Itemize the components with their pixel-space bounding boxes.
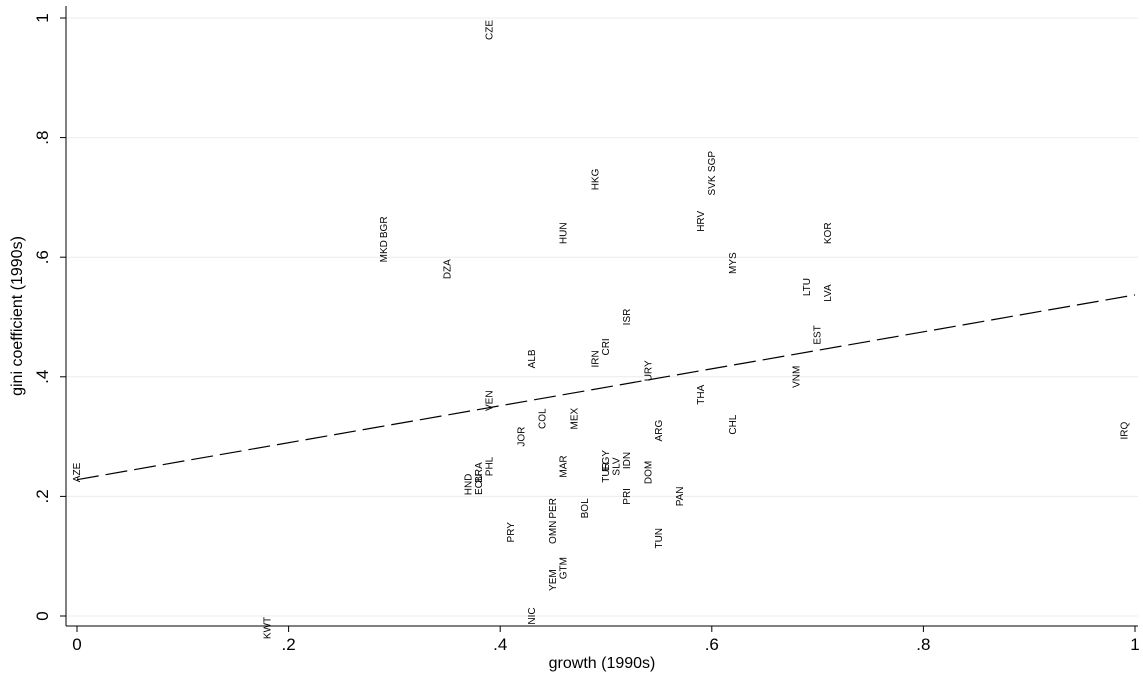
point-label: MEX	[569, 407, 580, 429]
point-label: TUN	[654, 528, 665, 549]
point-label: MYS	[728, 252, 739, 274]
point-label: IRN	[590, 350, 601, 367]
point-label: MKD	[379, 240, 390, 262]
point-label: NIC	[527, 607, 538, 624]
point-label: SGP	[707, 151, 718, 172]
point-label: PER	[548, 498, 559, 519]
point-label: URY	[643, 360, 654, 381]
y-axis-title: gini coefficient (1990s)	[9, 236, 26, 396]
point-label: IRQ	[1119, 422, 1130, 440]
point-label: EGY	[601, 450, 612, 471]
fit-line	[76, 294, 1136, 481]
y-tick-label: 0	[33, 611, 52, 620]
point-label: HUN	[559, 222, 570, 244]
point-label: HND	[463, 474, 474, 496]
point-label: PRY	[506, 522, 517, 543]
point-label: ECU	[474, 474, 485, 495]
data-points: CZE SGP HKG SVK BGR HRV HUN KOR MKD MYS DZA LTU LVA I…	[72, 20, 1130, 639]
point-label: AZE	[72, 462, 83, 482]
x-tick-label: .8	[916, 635, 930, 654]
point-label: ALB	[527, 349, 538, 368]
x-tick-label: .4	[493, 635, 507, 654]
point-label: CZE	[485, 20, 496, 40]
x-tick-label: .6	[705, 635, 719, 654]
y-tick-label: .6	[33, 250, 52, 264]
point-label: BRA	[474, 462, 485, 483]
point-label: EST	[813, 325, 824, 344]
axes	[65, 6, 1138, 627]
point-label: TUR	[601, 462, 612, 483]
y-tick-label: .4	[33, 370, 52, 384]
x-tick-label: 1	[1130, 635, 1139, 654]
fit-line-group	[76, 294, 1136, 481]
point-label: CRI	[601, 338, 612, 355]
point-label: DOM	[643, 461, 654, 484]
y-tick-label: .8	[33, 131, 52, 145]
point-label: ISR	[622, 309, 633, 326]
y-axis-ticks: 0 .2 .4 .6 .8 1	[33, 13, 66, 621]
x-tick-label: 0	[72, 635, 81, 654]
point-label: ARG	[654, 420, 665, 442]
point-label: COL	[538, 408, 549, 429]
point-label: CHL	[728, 414, 739, 434]
point-label: KOR	[823, 222, 834, 244]
point-label: JOR	[516, 427, 527, 447]
point-label: BGR	[379, 216, 390, 238]
point-label: SVK	[707, 175, 718, 195]
point-label: OMN	[548, 521, 559, 544]
point-label: VEN	[485, 390, 496, 411]
point-label: VNM	[791, 366, 802, 388]
point-label: IDN	[622, 452, 633, 469]
point-label: HKG	[590, 168, 601, 190]
point-label: KWT	[262, 617, 273, 639]
point-label: PAN	[675, 486, 686, 506]
point-label: HRV	[696, 211, 707, 232]
point-label: BOL	[580, 498, 591, 518]
y-tick-label: .2	[33, 489, 52, 503]
point-label: PHL	[485, 456, 496, 476]
point-label: DZA	[442, 259, 453, 279]
x-axis-title: growth (1990s)	[549, 655, 656, 672]
y-tick-label: 1	[33, 13, 52, 22]
gridlines	[66, 17, 1138, 617]
point-label: THA	[696, 384, 707, 404]
x-tick-label: .2	[282, 635, 296, 654]
point-label: LVA	[823, 284, 834, 302]
point-label: MAR	[559, 455, 570, 477]
point-label: GTM	[559, 557, 570, 579]
point-label: YEM	[548, 569, 559, 591]
x-axis-ticks: 0 .2 .4 .6 .8 1	[72, 626, 1140, 654]
point-label: SLV	[612, 457, 623, 475]
point-label: PRI	[622, 488, 633, 505]
point-label: LTU	[802, 278, 813, 296]
